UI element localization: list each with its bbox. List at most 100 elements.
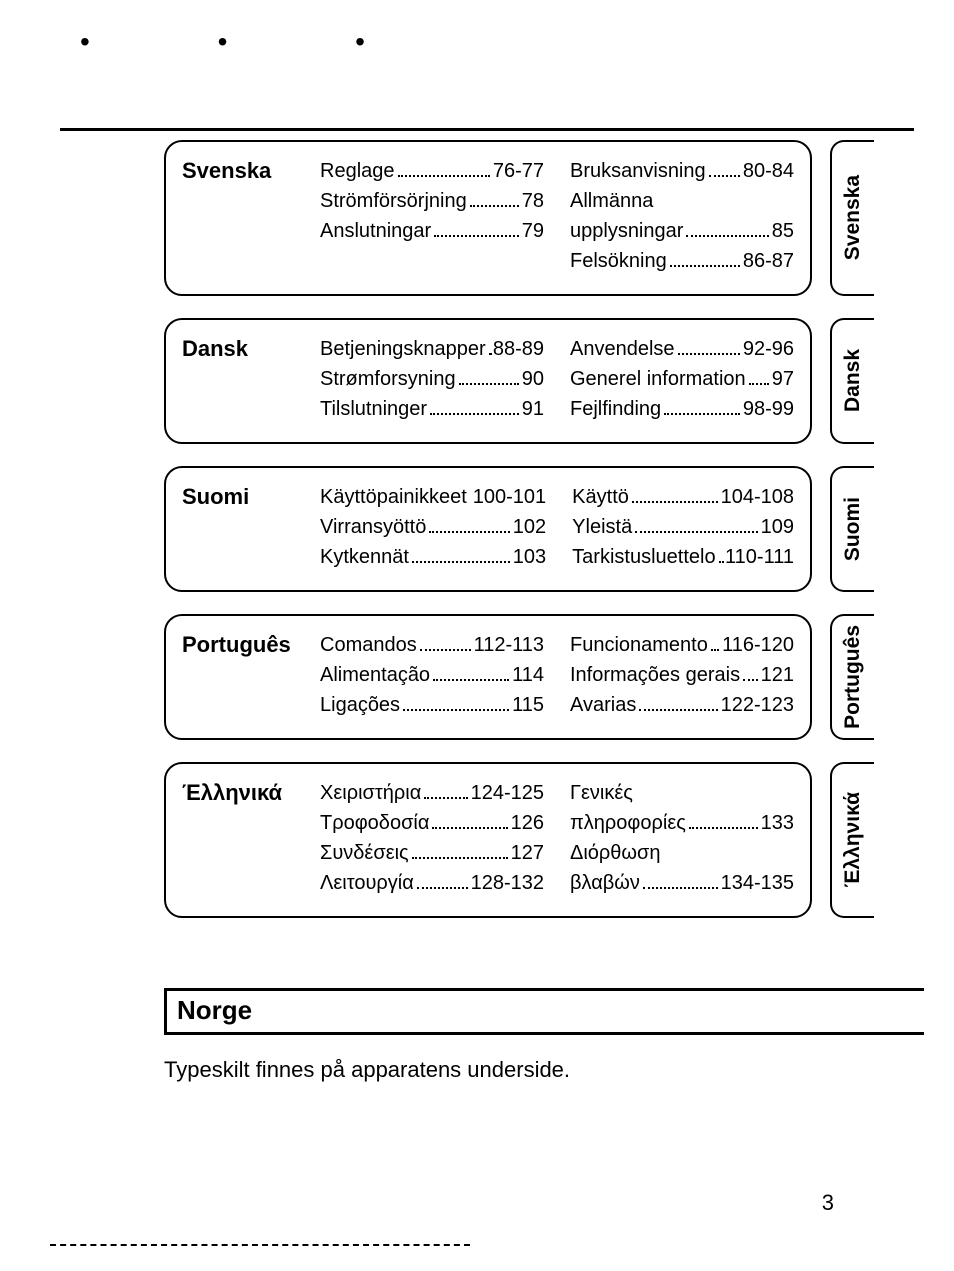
toc-dot-leader <box>403 694 509 711</box>
toc-entry-pages: 128-132 <box>471 868 544 898</box>
toc-dot-leader <box>749 368 769 385</box>
toc-entry-label: Betjeningsknapper <box>320 334 486 364</box>
toc-entry: Betjeningsknapper88-89 <box>320 334 544 364</box>
language-row: SuomiKäyttöpainikkeet100-101Virransyöttö… <box>164 466 932 592</box>
toc-entry-pages: 97 <box>772 364 794 394</box>
toc-entry-pages: 90 <box>522 364 544 394</box>
toc-entry: Χειριστήρια124-125 <box>320 778 544 808</box>
toc-dot-leader <box>686 220 768 237</box>
toc-entry: Kytkennät103 <box>320 542 546 572</box>
toc-entry-label: Συνδέσεις <box>320 838 409 868</box>
toc-entry-plain: Γενικές <box>570 778 794 808</box>
toc-entry-pages: 121 <box>761 660 794 690</box>
toc-entry-label: Fejlfinding <box>570 394 661 424</box>
toc-entry: Λειτουργία 128-132 <box>320 868 544 898</box>
toc-dot-leader <box>432 812 507 829</box>
toc-entry-pages: 116-120 <box>722 630 794 660</box>
bottom-dashes <box>50 1244 470 1246</box>
toc-entry: Tilslutninger 91 <box>320 394 544 424</box>
toc-entry-pages: 102 <box>513 512 546 542</box>
toc-entry-pages: 124-125 <box>471 778 544 808</box>
toc-column: Anvendelse92-96Generel information97Fejl… <box>570 334 794 424</box>
toc-entry: Virransyöttö 102 <box>320 512 546 542</box>
toc-entry-label: Strømforsyning <box>320 364 456 394</box>
toc-dot-leader <box>719 546 722 563</box>
language-name: Έλληνικά <box>182 778 302 898</box>
norge-title: Norge <box>164 988 924 1035</box>
toc-column: Reglage 76-77Strömförsörjning78Anslutning… <box>320 156 544 276</box>
norge-block: Norge Typeskilt finnes på apparatens und… <box>164 988 924 1083</box>
toc-entry-pages: 91 <box>522 394 544 424</box>
page: • • • SvenskaReglage76-77Strömförsörjnin… <box>0 0 954 1271</box>
toc-entry-label: Tarkistusluettelo <box>572 542 715 572</box>
toc-entry-pages: 92-96 <box>743 334 794 364</box>
language-tab-label: Suomi <box>841 497 865 561</box>
toc-entry-pages: 104-108 <box>721 482 794 512</box>
toc-entry-plain: Διόρθωση <box>570 838 794 868</box>
toc-entry-pages: 112-113 <box>474 630 544 660</box>
toc-column: Käyttöpainikkeet100-101Virransyöttö102Ky… <box>320 482 546 572</box>
toc-entry-label: upplysningar <box>570 216 683 246</box>
toc-entry: Funcionamento116-120 <box>570 630 794 660</box>
toc-entry: Anslutningar79 <box>320 216 544 246</box>
toc-entry: Felsökning86-87 <box>570 246 794 276</box>
toc-column: Comandos112-113Alimentação114Ligações115 <box>320 630 544 720</box>
toc-content: Svenska Reglage 76-77Strömförsörjning78Ans… <box>164 140 932 1083</box>
toc-entry-label: βλαβών <box>570 868 640 898</box>
toc-entry: Ligações 115 <box>320 690 544 720</box>
toc-entry-pages: 133 <box>761 808 794 838</box>
toc-entry-label: Alimentação <box>320 660 430 690</box>
language-box: PortuguêsComandos112-113Alimentação114Li… <box>164 614 812 740</box>
toc-entry-label: Avarias <box>570 690 636 720</box>
toc-entry: βλαβών 134-135 <box>570 868 794 898</box>
language-name: Dansk <box>182 334 302 424</box>
toc-entry-pages: 134-135 <box>721 868 794 898</box>
language-box: SuomiKäyttöpainikkeet100-101Virransyöttö… <box>164 466 812 592</box>
top-rule <box>60 128 914 131</box>
toc-entry-pages: 85 <box>772 216 794 246</box>
toc-entry: Alimentação 114 <box>320 660 544 690</box>
toc-entry-label: Reglage <box>320 156 395 186</box>
toc-entry: Strömförsörjning78 <box>320 186 544 216</box>
toc-column: Γενικέςπληροφορίες133Διόρθωσηβλαβών134-1… <box>570 778 794 898</box>
toc-entry-label: Informações gerais <box>570 660 740 690</box>
toc-entry: Reglage 76-77 <box>320 156 544 186</box>
toc-entry-pages: 115 <box>512 690 544 720</box>
toc-entry-pages: 88-89 <box>493 334 544 364</box>
toc-entry-pages: 127 <box>511 838 544 868</box>
toc-entry-label: Käyttö <box>572 482 629 512</box>
language-row: ΈλληνικάΧειριστήρια124-125Τροφοδοσία126Σ… <box>164 762 932 918</box>
toc-dot-leader <box>709 160 740 177</box>
toc-dot-leader <box>470 190 519 207</box>
toc-dot-leader <box>424 782 467 799</box>
toc-entry-label: Ligações <box>320 690 400 720</box>
language-tab-label: Svenska <box>841 175 865 260</box>
language-name: Suomi <box>182 482 302 572</box>
toc-entry: upplysningar 85 <box>570 216 794 246</box>
toc-dot-leader <box>417 872 468 889</box>
language-tab: Έλληνικά <box>830 762 874 918</box>
toc-dot-leader <box>635 516 757 533</box>
toc-dot-leader <box>643 872 718 889</box>
toc-entry: Käyttö 104-108 <box>572 482 794 512</box>
toc-dot-leader <box>711 634 719 651</box>
toc-dot-leader <box>689 812 758 829</box>
language-box: DanskBetjeningsknapper88-89Strømforsynin… <box>164 318 812 444</box>
toc-entry-label: Bruksanvisning <box>570 156 706 186</box>
language-tab-label: Έλληνικά <box>841 792 865 888</box>
toc-entry-pages: 110-111 <box>725 542 794 572</box>
toc-entry-label: Tilslutninger <box>320 394 427 424</box>
toc-entry: Strømforsyning 90 <box>320 364 544 394</box>
toc-dot-leader <box>433 664 509 681</box>
toc-dot-leader <box>412 546 510 563</box>
page-number: 3 <box>822 1190 834 1216</box>
toc-entry-label: Anslutningar <box>320 216 431 246</box>
language-name: Português <box>182 630 302 720</box>
toc-column: Bruksanvisning80-84Allmännaupplysningar8… <box>570 156 794 276</box>
toc-dot-leader <box>489 338 490 355</box>
toc-entry-pages: 76-77 <box>493 156 544 186</box>
toc-dot-leader <box>459 368 519 385</box>
toc-entry-label: Virransyöttö <box>320 512 426 542</box>
toc-entry-pages: 114 <box>512 660 544 690</box>
toc-entry-label: Λειτουργία <box>320 868 414 898</box>
